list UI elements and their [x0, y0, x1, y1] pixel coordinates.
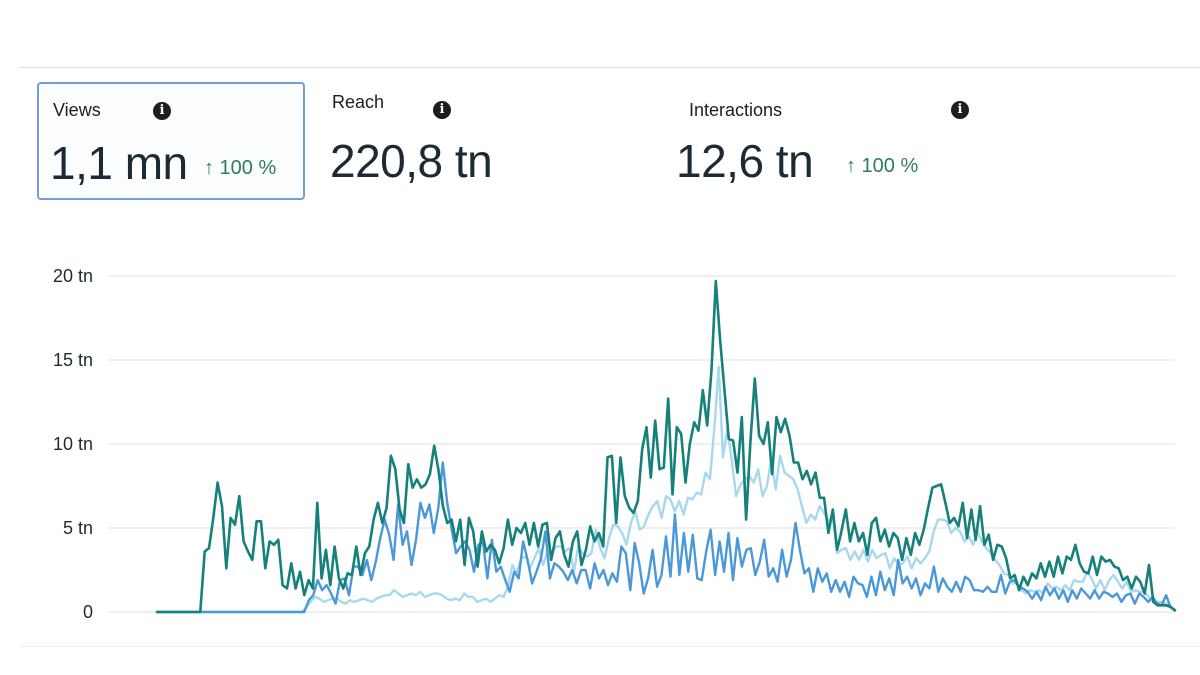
bottom-divider	[20, 646, 1200, 647]
info-icon[interactable]: i	[153, 102, 171, 120]
info-icon[interactable]: i	[951, 101, 969, 119]
metric-value: 1,1 mn	[50, 137, 188, 189]
y-tick-label: 15 tn	[53, 350, 93, 370]
series-line-3	[155, 461, 1177, 614]
series-line-2	[155, 365, 1177, 614]
info-icon[interactable]: i	[433, 101, 451, 119]
y-tick-label: 20 tn	[53, 266, 93, 286]
metric-card-views[interactable]: Views i 1,1 mn ↑ 100 %	[37, 82, 305, 200]
metric-card-reach[interactable]: Reach i 220,8 tn	[320, 82, 650, 200]
series-line-1	[155, 279, 1177, 614]
y-tick-label: 0	[83, 602, 93, 622]
top-divider	[20, 67, 1200, 68]
metric-label: Views	[53, 100, 101, 120]
metric-label: Reach	[332, 92, 385, 112]
y-tick-label: 10 tn	[53, 434, 93, 454]
metric-change: ↑ 100 %	[846, 155, 919, 177]
metric-value: 220,8 tn	[330, 135, 493, 187]
metric-label: Interactions	[689, 100, 783, 120]
metric-change: ↑ 100 %	[204, 157, 277, 179]
metric-value: 12,6 tn	[676, 135, 814, 187]
metric-card-interactions[interactable]: Interactions i 12,6 tn ↑ 100 %	[670, 82, 1000, 200]
y-tick-label: 5 tn	[63, 518, 93, 538]
